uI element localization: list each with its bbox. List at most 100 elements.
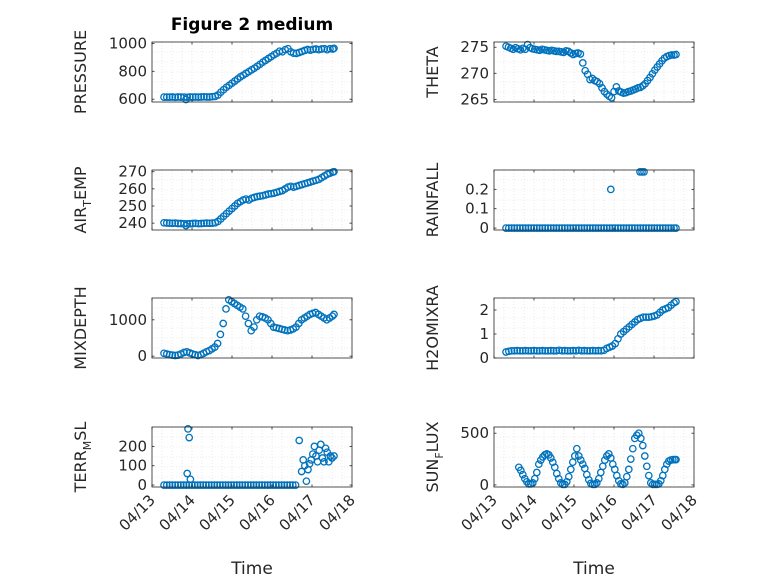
- data-point: [185, 433, 194, 442]
- data-point: [171, 93, 180, 102]
- y-tick-label: 265: [460, 90, 489, 108]
- data-point: [213, 481, 222, 489]
- data-point: [608, 224, 617, 232]
- data-point: [583, 346, 592, 355]
- data-point: [625, 224, 634, 232]
- data-point: [622, 472, 631, 481]
- data-point: [639, 224, 648, 232]
- data-point: [280, 481, 289, 489]
- data-point: [572, 346, 580, 355]
- data-point: [249, 481, 258, 489]
- data-point: [532, 468, 541, 477]
- data-point: [241, 312, 250, 321]
- data-point: [252, 481, 261, 489]
- data-point: [518, 470, 527, 479]
- data-point: [328, 454, 336, 462]
- data-point: [205, 219, 214, 228]
- data-point: [626, 455, 635, 463]
- data-point: [600, 224, 608, 232]
- data-point: [326, 44, 334, 53]
- data-point: [544, 224, 552, 232]
- x-tick-label: 04/16: [236, 491, 279, 534]
- data-point: [216, 330, 225, 339]
- data-point: [309, 45, 318, 54]
- data-point: [328, 312, 337, 321]
- data-point: [188, 93, 197, 101]
- data-point: [527, 224, 536, 232]
- data-point: [644, 471, 653, 480]
- x-tick-label: 04/14: [498, 491, 541, 534]
- data-point: [572, 224, 580, 232]
- y-tick-label: 0: [479, 219, 489, 237]
- data-point: [555, 224, 564, 232]
- data-point: [200, 92, 208, 101]
- y-tick-label: 200: [118, 437, 147, 455]
- data-point: [577, 224, 586, 232]
- x-axis-label-left: Time: [230, 559, 273, 579]
- data-point: [578, 59, 587, 67]
- data-point: [538, 224, 547, 232]
- data-point: [202, 481, 210, 489]
- data-point: [636, 434, 645, 443]
- data-point: [238, 481, 247, 489]
- x-tick-label: 04/14: [156, 491, 199, 534]
- data-point: [650, 224, 659, 232]
- data-point: [524, 346, 533, 355]
- data-point: [183, 469, 192, 478]
- axes-frame: [151, 169, 353, 231]
- data-point: [204, 481, 213, 489]
- data-point: [244, 319, 253, 328]
- data-point: [191, 93, 200, 101]
- x-tick-label: 04/18: [316, 491, 359, 534]
- axes-frame: [151, 297, 353, 359]
- data-point: [595, 79, 604, 88]
- data-point: [186, 475, 195, 484]
- data-point: [658, 224, 667, 232]
- data-point: [168, 93, 177, 101]
- y-tick-label: 0: [137, 476, 147, 494]
- data-point: [644, 224, 653, 232]
- data-point: [530, 224, 538, 232]
- data-point: [186, 219, 194, 228]
- data-point: [672, 224, 680, 232]
- data-point: [586, 346, 594, 355]
- data-point: [563, 224, 572, 232]
- data-point: [160, 481, 168, 489]
- data-point: [528, 479, 537, 487]
- data-point: [221, 481, 230, 489]
- data-point: [570, 452, 579, 460]
- data-point: [544, 346, 552, 355]
- data-point: [222, 305, 230, 313]
- data-point: [283, 481, 292, 489]
- x-tick-label: 04/15: [538, 491, 581, 534]
- data-point: [549, 346, 558, 355]
- y-tick-label: 260: [118, 180, 147, 198]
- data-point: [530, 346, 538, 355]
- data-point: [238, 305, 247, 313]
- data-point: [558, 224, 566, 232]
- data-point: [518, 346, 527, 355]
- data-point: [574, 346, 583, 355]
- data-point: [569, 346, 578, 355]
- data-point: [656, 224, 664, 232]
- data-point: [289, 49, 298, 58]
- data-point: [320, 457, 328, 466]
- axes-frame: [493, 297, 695, 359]
- y-tick-label: 270: [118, 163, 147, 181]
- data-point: [197, 219, 206, 228]
- data-point: [165, 481, 174, 489]
- data-point: [638, 441, 647, 450]
- data-point: [174, 481, 182, 489]
- y-tick-label: 1: [479, 325, 489, 343]
- data-point: [235, 481, 244, 489]
- data-point: [258, 481, 266, 489]
- data-point: [183, 219, 192, 228]
- data-point: [516, 224, 524, 232]
- data-point: [628, 224, 636, 232]
- y-tick-label: 270: [460, 64, 489, 82]
- data-point: [510, 224, 519, 232]
- figure-title: Figure 2 medium: [171, 15, 333, 35]
- data-point: [580, 224, 589, 232]
- data-point: [513, 224, 522, 232]
